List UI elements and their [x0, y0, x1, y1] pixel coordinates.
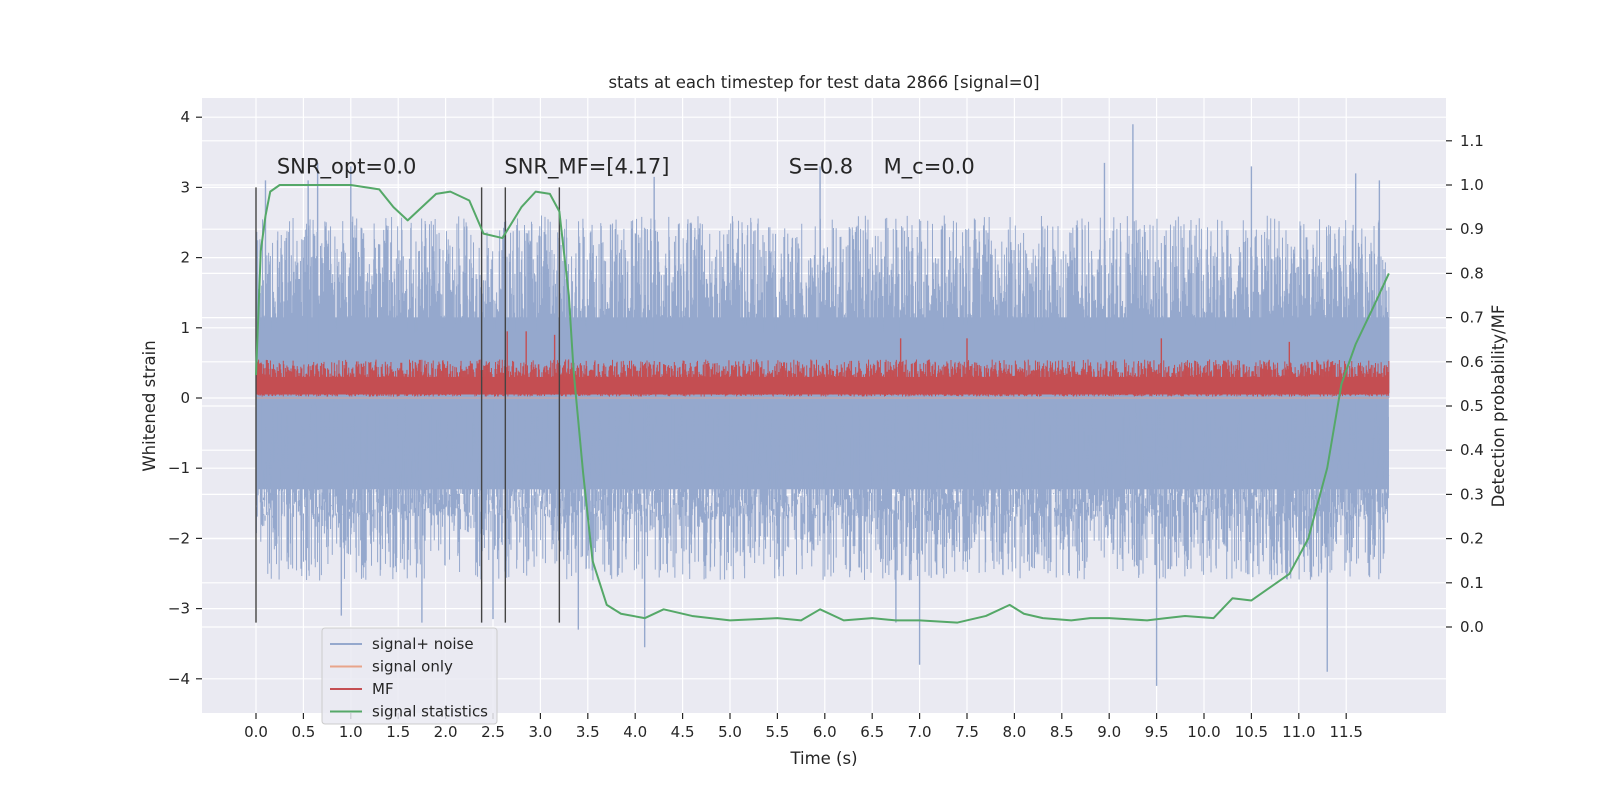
x-tick-label: 10.0	[1187, 723, 1220, 741]
x-tick-label: 5.5	[765, 723, 789, 741]
x-tick-label: 10.5	[1235, 723, 1268, 741]
y2-tick-label: 1.1	[1460, 132, 1484, 150]
x-tick-label: 8.5	[1050, 723, 1074, 741]
x-tick-label: 3.5	[576, 723, 600, 741]
y2-tick-label: 0.4	[1460, 441, 1484, 459]
y2-axis-ticks: 0.0 0.1 0.2 0.3 0.4 0.5 0.6 0.7 0.8 0.9 1.0 1.1	[1446, 132, 1484, 636]
legend-label: signal+ noise	[372, 635, 474, 653]
x-tick-label: 7.5	[955, 723, 979, 741]
y-axis-ticks: −4 −3 −2 −1 0 1 2 3 4	[168, 108, 202, 688]
x-tick-label: 6.0	[813, 723, 837, 741]
x-tick-label: 9.0	[1097, 723, 1121, 741]
x-tick-label: 2.5	[481, 723, 505, 741]
x-tick-label: 1.0	[339, 723, 363, 741]
y2-tick-label: 0.6	[1460, 353, 1484, 371]
y-tick-label: 3	[180, 178, 190, 196]
y-tick-label: 1	[180, 319, 190, 337]
mf-series	[255, 331, 1390, 397]
y-tick-label: 4	[180, 108, 190, 126]
x-tick-label: 3.0	[528, 723, 552, 741]
y2-tick-label: 0.7	[1460, 309, 1484, 327]
y-tick-label: −4	[168, 670, 190, 688]
annotation: S=0.8	[789, 154, 853, 178]
x-tick-label: 9.5	[1145, 723, 1169, 741]
y2-tick-label: 0.2	[1460, 530, 1484, 548]
x-tick-label: 11.5	[1329, 723, 1362, 741]
annotation: SNR_opt=0.0	[277, 154, 417, 179]
y-tick-label: −1	[168, 459, 190, 477]
y2-tick-label: 0.9	[1460, 220, 1484, 238]
legend: signal+ noise signal only MF signal statist…	[321, 627, 498, 725]
legend-label: signal only	[372, 658, 453, 676]
y2-tick-label: 1.0	[1460, 176, 1484, 194]
signal-statistics-series	[255, 184, 1390, 624]
signal-statistics-line	[255, 184, 1390, 624]
x-tick-label: 5.0	[718, 723, 742, 741]
annotation: SNR_MF=[4.17]	[504, 154, 669, 179]
chart-title: stats at each timestep for test data 286…	[608, 73, 1039, 92]
y2-tick-label: 0.5	[1460, 397, 1484, 415]
y-axis-label: Whitened strain	[140, 340, 159, 471]
y-tick-label: −3	[168, 600, 190, 618]
y2-tick-label: 0.3	[1460, 485, 1484, 503]
x-tick-label: 1.5	[386, 723, 410, 741]
x-tick-label: 0.0	[244, 723, 268, 741]
event-lines	[255, 187, 561, 623]
x-tick-label: 0.5	[291, 723, 315, 741]
y2-tick-label: 0.0	[1460, 618, 1484, 636]
annotations: SNR_opt=0.0 SNR_MF=[4.17] S=0.8 M_c=0.0	[277, 154, 975, 179]
y2-tick-label: 0.8	[1460, 264, 1484, 282]
x-tick-label: 7.0	[908, 723, 932, 741]
y-tick-label: 0	[180, 389, 190, 407]
legend-label: signal statistics	[372, 703, 488, 721]
x-axis-ticks: 0.0 0.5 1.0 1.5 2.0 2.5 3.0 3.5 4.0 4.5 5.0 5.5 6.0 6…	[244, 713, 1363, 741]
signal-noise-series	[255, 124, 1390, 686]
y-tick-label: 2	[180, 249, 190, 267]
annotation: M_c=0.0	[884, 154, 975, 179]
y-tick-label: −2	[168, 529, 190, 547]
x-tick-label: 4.0	[623, 723, 647, 741]
y2-tick-label: 0.1	[1460, 574, 1484, 592]
x-tick-label: 11.0	[1282, 723, 1315, 741]
legend-label: MF	[372, 680, 394, 698]
y2-axis-label: Detection probability/MF	[1489, 305, 1508, 508]
x-tick-label: 2.0	[434, 723, 458, 741]
legend-box	[321, 627, 498, 725]
x-tick-label: 6.5	[860, 723, 884, 741]
x-axis-label: Time (s)	[789, 749, 857, 768]
x-tick-label: 8.0	[1002, 723, 1026, 741]
x-tick-label: 4.5	[671, 723, 695, 741]
